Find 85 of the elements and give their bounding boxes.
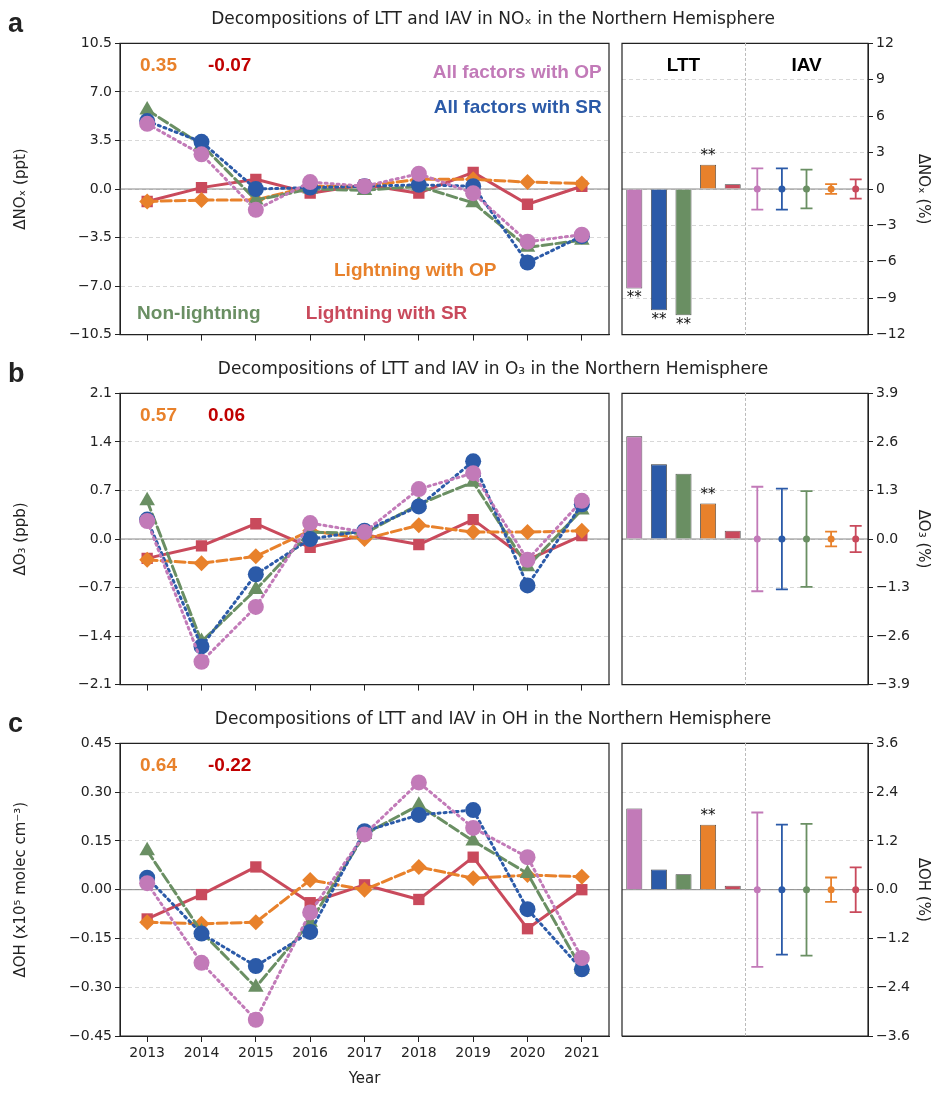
data-label: ** (651, 309, 667, 328)
data-label: ** (700, 806, 717, 825)
y2-tick-label: 0.0 (876, 529, 899, 546)
y-tick-label: 0.7 (89, 481, 112, 498)
y-tick-label: 10.5 (80, 34, 112, 51)
y2-axis-title: ΔNOₓ (%) (915, 153, 934, 225)
y-tick-label: 7.0 (89, 82, 112, 99)
y2-tick-label: 3 (876, 143, 885, 160)
y-tick-label: 2.1 (89, 384, 112, 401)
y-tick-label: −7.0 (78, 276, 112, 293)
chart-title: Decompositions of LTT and IAV in OH in the Northern Hemisphere (213, 708, 773, 728)
y-tick-label: −2.1 (78, 675, 112, 692)
y2-tick-label: 2.6 (876, 432, 899, 449)
text: b (8, 358, 25, 389)
y-tick-label: −10.5 (69, 325, 112, 342)
data-label: ** (626, 287, 643, 306)
x-tick-label: 2016 (292, 1044, 329, 1061)
y2-tick-label: −2.4 (876, 977, 911, 994)
x-tick-label: 2018 (401, 1044, 437, 1061)
y2-tick-label: 6 (876, 106, 885, 123)
x-tick-label: 2013 (129, 1044, 165, 1061)
y2-tick-label: 0 (876, 179, 885, 196)
annotation: 0.35 (140, 53, 178, 75)
y2-tick-label: −9 (876, 288, 897, 305)
y2-tick-label: 3.9 (876, 384, 899, 401)
y2-tick-label: −3.6 (876, 1026, 911, 1043)
y2-tick-label: 2.4 (876, 782, 899, 799)
x-tick-label: 2015 (238, 1044, 274, 1061)
annotation: 0.64 (140, 753, 178, 775)
y-tick-label: −0.30 (69, 977, 112, 994)
text: All factors with SR (433, 95, 602, 117)
chart-title: Decompositions of LTT and IAV in O₃ in the Northern Hemisphere (216, 358, 770, 378)
text: Lightning with OP (334, 258, 497, 280)
y2-tick-label: −12 (876, 325, 906, 342)
data-label: ** (676, 314, 692, 333)
y2-tick-label: −2.6 (876, 626, 911, 643)
x-axis-title: Year (347, 1068, 382, 1087)
y2-tick-label: −6 (876, 252, 897, 269)
y2-tick-label: −3.9 (876, 675, 910, 692)
y-tick-label: 0.45 (80, 734, 112, 751)
annotation: 0.06 (208, 403, 245, 425)
y2-tick-label: 1.2 (876, 831, 899, 848)
y2-tick-label: −1.3 (876, 578, 910, 595)
y-tick-label: −0.15 (69, 929, 112, 946)
annotation: 0.57 (140, 403, 177, 425)
y2-tick-label: 1.3 (876, 481, 899, 498)
text: a (8, 8, 24, 39)
annotation: -0.22 (208, 753, 252, 775)
x-tick-label: 2017 (346, 1044, 383, 1061)
text: c (8, 708, 24, 739)
y2-tick-label: −3 (876, 216, 897, 233)
y2-tick-label: −1.2 (876, 929, 910, 946)
y-axis-title: ΔNOₓ (ppt) (10, 148, 29, 230)
y-tick-label: −1.4 (78, 626, 113, 643)
y-tick-label: 0.0 (89, 529, 112, 546)
x-tick-label: 2020 (509, 1044, 546, 1061)
x-tick-label: 2014 (183, 1044, 220, 1061)
y2-axis-title: ΔO₃ (%) (915, 509, 934, 569)
y2-tick-label: 3.6 (876, 734, 899, 751)
text: All factors with OP (432, 60, 602, 82)
chart-title: Decompositions of LTT and IAV in NOₓ in the Northern Hemisphere (210, 8, 776, 28)
y-tick-label: −0.45 (69, 1026, 112, 1043)
y-tick-label: 1.4 (89, 432, 113, 449)
x-tick-label: 2019 (455, 1044, 491, 1061)
text: Non-lightning (137, 302, 261, 324)
y-axis-title: ΔOH (x10⁵ molec cm⁻³) (10, 801, 29, 978)
y2-tick-label: 9 (876, 70, 885, 87)
data-label: ** (700, 146, 717, 165)
y-tick-label: 0.0 (89, 179, 112, 196)
y-tick-label: −3.5 (78, 228, 112, 245)
y-tick-label: 3.5 (89, 131, 112, 148)
y-tick-label: 0.15 (80, 831, 112, 848)
annotation: -0.07 (208, 53, 252, 75)
y2-tick-label: 12 (876, 34, 894, 51)
y-tick-label: 0.00 (80, 880, 112, 897)
annotation: IAV (791, 53, 822, 75)
y2-tick-label: 0.0 (876, 880, 899, 897)
y-axis-title: ΔO₃ (ppb) (10, 502, 29, 576)
text: Lightning with SR (305, 302, 468, 324)
data-label: ** (700, 484, 717, 503)
y-tick-label: 0.30 (80, 782, 112, 799)
y2-axis-title: ΔOH (%) (915, 857, 934, 922)
annotation: LTT (666, 53, 701, 75)
x-tick-label: 2021 (564, 1044, 600, 1061)
y-tick-label: −0.7 (78, 578, 112, 595)
